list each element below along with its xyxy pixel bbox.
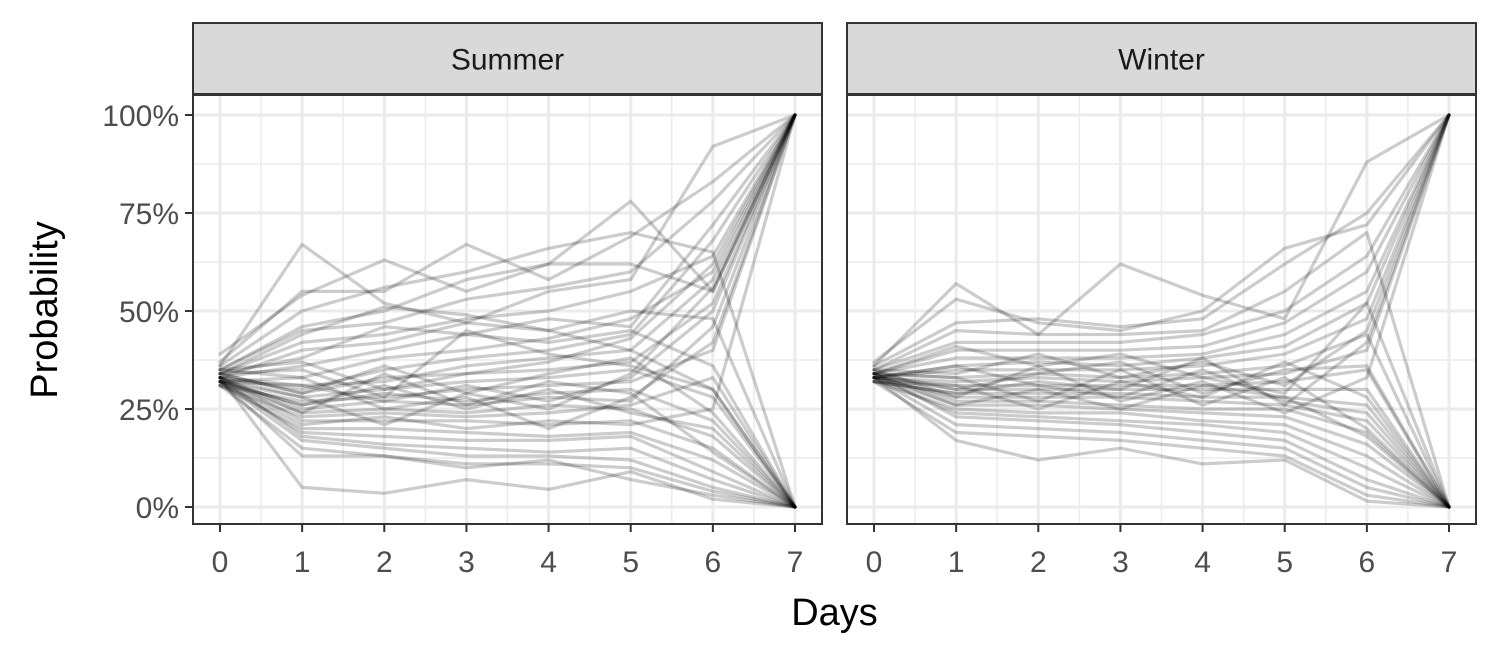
series-line-summer-14 xyxy=(218,368,797,509)
series-line-winter-0 xyxy=(872,113,1451,368)
series-line-summer-15 xyxy=(218,113,797,403)
y-tick-label: 50% xyxy=(119,296,179,329)
series-line-winter-13 xyxy=(872,380,1451,509)
series-line-summer-33 xyxy=(218,380,797,509)
series-line-summer-9 xyxy=(218,329,797,509)
series-line-summer-6 xyxy=(218,113,797,376)
series-line-summer-1 xyxy=(218,113,797,356)
series-line-winter-15 xyxy=(872,372,1451,509)
series-line-winter-2 xyxy=(872,113,1451,368)
series-line-winter-29 xyxy=(872,113,1451,407)
series-line-summer-35 xyxy=(218,329,797,509)
series-line-summer-34 xyxy=(218,113,797,431)
series-line-summer-32 xyxy=(218,113,797,403)
x-tick-label: 2 xyxy=(1030,546,1047,579)
series-line-summer-37 xyxy=(218,113,797,427)
series-line-winter-19 xyxy=(872,372,1451,509)
series-line-summer-12 xyxy=(218,348,797,509)
series-line-winter-3 xyxy=(872,231,1451,509)
series-line-winter-8 xyxy=(872,113,1451,380)
y-axis-title: Probability xyxy=(24,221,66,398)
series-line-winter-12 xyxy=(872,376,1451,509)
series-line-summer-18 xyxy=(218,380,797,509)
x-axis-title: Days xyxy=(791,592,878,634)
series-line-winter-31 xyxy=(872,372,1451,509)
facet-strip xyxy=(192,22,823,95)
x-tick-label: 4 xyxy=(1194,546,1211,579)
series-line-winter-21 xyxy=(872,380,1451,509)
series-line-summer-17 xyxy=(218,113,797,411)
series-line-summer-27 xyxy=(218,380,797,509)
facet-strip-label: Winter xyxy=(1118,44,1205,77)
series-line-summer-10 xyxy=(218,113,797,384)
x-tick-label: 6 xyxy=(705,546,722,579)
series-line-winter-9 xyxy=(872,332,1451,509)
series-line-winter-26 xyxy=(872,364,1451,509)
series-line-winter-4 xyxy=(872,113,1451,372)
y-tick-label: 25% xyxy=(119,394,179,427)
series-line-summer-30 xyxy=(218,113,797,391)
x-tick-label: 4 xyxy=(540,546,557,579)
series-line-summer-26 xyxy=(218,383,797,509)
series-line-summer-8 xyxy=(218,113,797,376)
x-tick-label: 3 xyxy=(458,546,475,579)
series-line-winter-7 xyxy=(872,301,1451,509)
x-tick-label: 5 xyxy=(1276,546,1293,579)
series-line-winter-25 xyxy=(872,360,1451,509)
series-line-summer-4 xyxy=(218,113,797,372)
y-tick-label: 75% xyxy=(119,198,179,231)
x-tick-label: 6 xyxy=(1359,546,1376,579)
series-line-winter-30 xyxy=(872,360,1451,509)
facet-strip-label: Summer xyxy=(451,44,564,77)
x-tick-label: 1 xyxy=(948,546,965,579)
series-line-summer-22 xyxy=(218,383,797,509)
series-line-summer-16 xyxy=(218,380,797,509)
x-tick-label: 3 xyxy=(1112,546,1129,579)
series-line-summer-3 xyxy=(218,231,797,509)
series-line-summer-31 xyxy=(218,356,797,509)
y-tick-label: 100% xyxy=(102,100,179,133)
facet-strip xyxy=(846,22,1477,95)
x-tick-label: 5 xyxy=(622,546,639,579)
series-line-winter-11 xyxy=(872,368,1451,509)
series-line-winter-24 xyxy=(872,113,1451,388)
series-line-summer-5 xyxy=(218,113,797,372)
series-line-summer-13 xyxy=(218,113,797,395)
x-tick-label: 0 xyxy=(212,546,229,579)
x-tick-label: 2 xyxy=(376,546,393,579)
series-line-summer-23 xyxy=(218,380,797,509)
series-line-winter-17 xyxy=(872,380,1451,509)
series-line-winter-23 xyxy=(872,113,1451,395)
series-line-summer-11 xyxy=(218,113,797,391)
series-line-winter-14 xyxy=(872,376,1451,509)
series-line-summer-24 xyxy=(218,376,797,509)
x-tick-label: 7 xyxy=(1441,546,1458,579)
series-line-summer-19 xyxy=(218,376,797,509)
series-line-summer-7 xyxy=(218,309,797,509)
series-line-winter-1 xyxy=(872,113,1451,364)
x-tick-label: 7 xyxy=(787,546,804,579)
series-line-winter-22 xyxy=(872,376,1451,509)
series-line-winter-10 xyxy=(872,113,1451,384)
y-tick-label: 0% xyxy=(136,492,179,525)
series-line-summer-36 xyxy=(218,372,797,509)
series-line-winter-16 xyxy=(872,376,1451,509)
series-line-summer-0 xyxy=(218,113,797,368)
x-tick-label: 0 xyxy=(866,546,883,579)
series-line-summer-21 xyxy=(218,113,797,431)
series-line-summer-29 xyxy=(218,113,797,376)
series-line-summer-20 xyxy=(218,376,797,509)
series-line-winter-20 xyxy=(872,376,1451,509)
series-line-winter-18 xyxy=(872,376,1451,509)
series-line-summer-2 xyxy=(218,113,797,364)
series-line-winter-5 xyxy=(872,113,1451,376)
series-line-winter-6 xyxy=(872,113,1451,376)
x-tick-label: 1 xyxy=(294,546,311,579)
series-line-summer-28 xyxy=(218,376,797,509)
series-line-winter-28 xyxy=(872,368,1451,509)
series-line-summer-25 xyxy=(218,380,797,509)
series-line-winter-27 xyxy=(872,113,1451,415)
